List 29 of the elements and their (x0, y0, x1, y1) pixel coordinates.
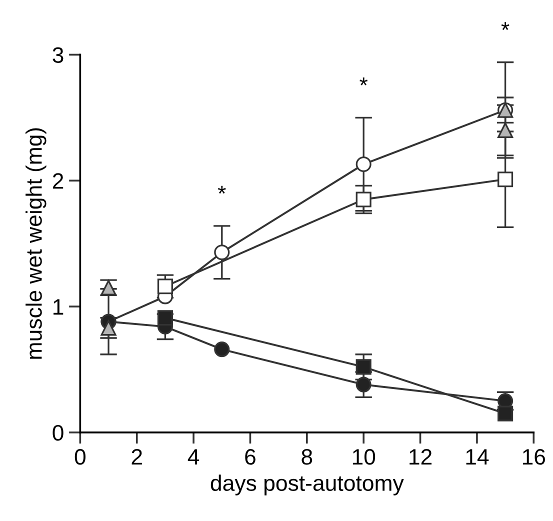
point (157, 278, 173, 294)
x-tick-label: 12 (410, 448, 432, 465)
x-tick-label: 10 (352, 448, 376, 465)
x-tick-label: 16 (522, 448, 546, 465)
x-axis-title: days post-autotomy (210, 474, 404, 496)
y-tick-label: 1 (54, 299, 64, 315)
point (157, 310, 173, 326)
x-tick-label: 14 (466, 449, 489, 465)
point (356, 156, 372, 172)
y-tick-label: 3 (52, 47, 64, 63)
text: * (501, 22, 510, 30)
point (214, 244, 230, 260)
point (498, 122, 514, 138)
annotation: * (360, 78, 368, 86)
x-tick-label: 8 (302, 448, 312, 465)
point (356, 192, 372, 208)
y-tick-label: 0 (52, 424, 64, 441)
x-tick-label: 4 (188, 449, 200, 465)
y-tick-label: 2 (52, 173, 64, 189)
annotation: * (218, 186, 226, 194)
point (356, 359, 372, 375)
x-tick-label: 6 (245, 448, 256, 465)
point (498, 406, 514, 422)
x-tick-label: 2 (132, 448, 142, 465)
point (214, 342, 230, 358)
point (498, 172, 514, 188)
x-tick-label: 0 (74, 448, 86, 465)
y-axis-title: muscle wet weight (mg) (26, 128, 46, 359)
point (356, 376, 372, 392)
